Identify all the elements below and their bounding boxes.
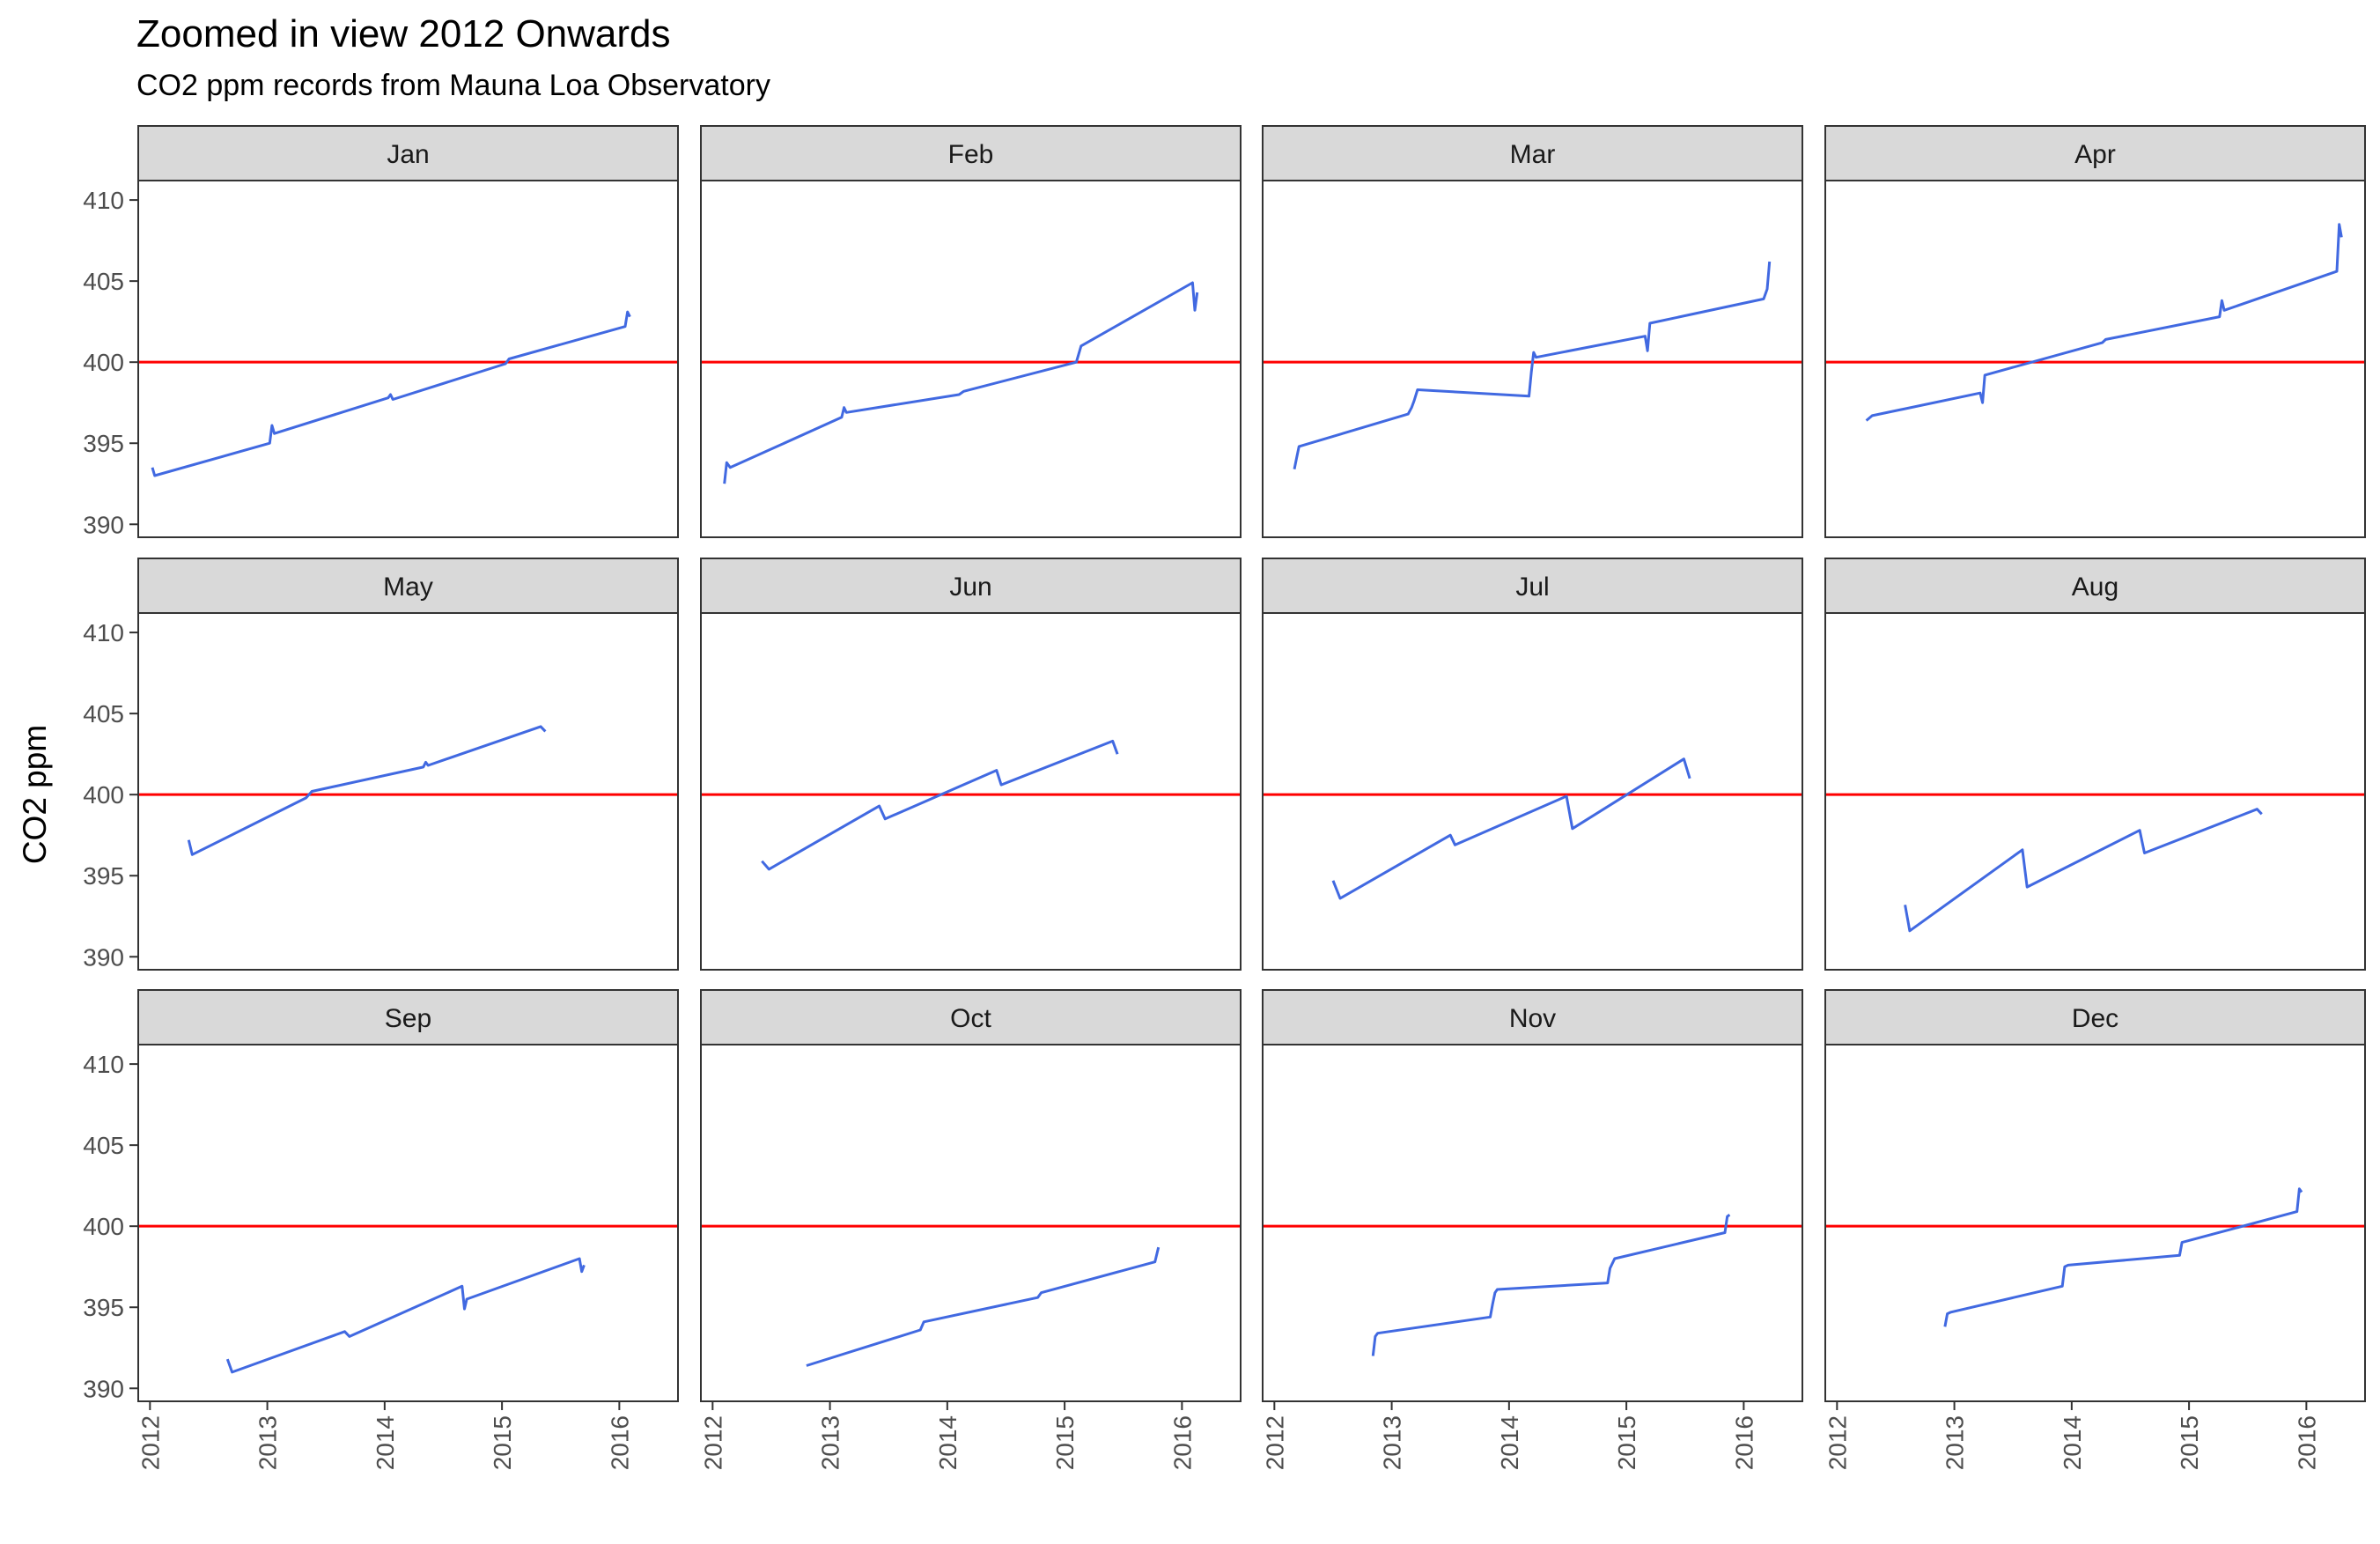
x-tick-label: 2013	[817, 1415, 844, 1470]
x-tick-label: 2016	[2293, 1415, 2320, 1470]
series-line-sep	[225, 1257, 586, 1374]
x-tick-label: 2012	[136, 1415, 164, 1470]
facet-panel-jul	[1263, 613, 1802, 970]
facet-label-aug: Aug	[2072, 573, 2118, 602]
x-tick-label: 2015	[1051, 1415, 1079, 1470]
facet-panel-may	[138, 613, 678, 970]
facet-strip-nov	[1262, 989, 1803, 1045]
x-tick-label: 2014	[934, 1415, 962, 1470]
x-tick-label: 2015	[489, 1415, 516, 1470]
facet-label-dec: Dec	[2072, 1004, 2118, 1033]
series-line-mar	[1293, 261, 1772, 469]
facet-border-aug	[1824, 612, 2366, 971]
facet-label-may: May	[383, 573, 433, 602]
facet-strip-oct	[700, 989, 1242, 1045]
chart-title: Zoomed in view 2012 Onwards	[136, 12, 671, 55]
facet-panel-feb	[701, 181, 1241, 537]
y-tick-label: 395	[83, 430, 124, 457]
facet-panel-oct	[701, 1045, 1241, 1401]
x-tick-label: 2013	[1942, 1415, 1969, 1470]
series-line-jun	[761, 739, 1119, 871]
facet-label-mar: Mar	[1510, 140, 1556, 169]
facet-panel-nov	[1263, 1045, 1802, 1401]
series-line-dec	[1943, 1187, 2303, 1327]
facet-panel-sep	[138, 1045, 678, 1401]
series-line-oct	[806, 1246, 1161, 1367]
x-tick-label: 2015	[2176, 1415, 2203, 1470]
facet-panel-aug	[1825, 613, 2365, 970]
series-line-may	[187, 725, 547, 856]
series-line-apr	[1865, 223, 2343, 422]
facet-label-oct: Oct	[950, 1004, 991, 1033]
chart-subtitle: CO2 ppm records from Mauna Loa Observato…	[136, 69, 770, 102]
x-tick-label: 2012	[699, 1415, 726, 1470]
y-tick-label: 400	[83, 1213, 124, 1240]
series-line-jul	[1331, 757, 1691, 900]
facet-strip-jun	[700, 558, 1242, 614]
x-tick-label: 2014	[1496, 1415, 1523, 1470]
y-tick-label: 395	[83, 1294, 124, 1321]
facet-border-may	[137, 612, 679, 971]
y-tick-label: 405	[83, 268, 124, 295]
facet-label-jun: Jun	[949, 573, 991, 602]
facet-border-jan	[137, 180, 679, 538]
x-tick-label: 2013	[1379, 1415, 1406, 1470]
y-tick-label: 405	[83, 700, 124, 728]
y-tick-label: 410	[83, 1051, 124, 1078]
x-tick-label: 2016	[606, 1415, 633, 1470]
series-line-nov	[1371, 1214, 1731, 1356]
x-tick-label: 2014	[372, 1415, 399, 1470]
x-tick-label: 2016	[1730, 1415, 1757, 1470]
y-tick-label: 405	[83, 1132, 124, 1159]
facet-panel-apr	[1825, 181, 2365, 537]
facet-label-apr: Apr	[2074, 140, 2116, 169]
facet-border-mar	[1262, 180, 1803, 538]
y-tick-label: 400	[83, 781, 124, 809]
facet-border-apr	[1824, 180, 2366, 538]
facet-border-feb	[700, 180, 1242, 538]
facet-border-sep	[137, 1044, 679, 1402]
facet-label-nov: Nov	[1509, 1004, 1556, 1033]
x-tick-label: 2012	[1824, 1415, 1851, 1470]
x-tick-label: 2016	[1168, 1415, 1196, 1470]
facet-label-sep: Sep	[385, 1004, 431, 1033]
y-tick-label: 390	[83, 1375, 124, 1402]
facet-border-jun	[700, 612, 1242, 971]
facet-border-nov	[1262, 1044, 1803, 1402]
y-tick-label: 410	[83, 619, 124, 646]
y-tick-label: 390	[83, 511, 124, 538]
x-tick-label: 2015	[1613, 1415, 1640, 1470]
y-tick-label: 390	[83, 943, 124, 971]
y-tick-label: 410	[83, 187, 124, 214]
x-tick-label: 2012	[1261, 1415, 1288, 1470]
x-tick-label: 2014	[2059, 1415, 2086, 1470]
x-tick-label: 2013	[254, 1415, 282, 1470]
facet-strip-apr	[1824, 125, 2366, 181]
facet-panel-jan	[138, 181, 678, 537]
facet-label-feb: Feb	[948, 140, 994, 169]
facet-label-jul: Jul	[1515, 573, 1549, 602]
facet-strip-dec	[1824, 989, 2366, 1045]
facet-strip-jul	[1262, 558, 1803, 614]
series-line-jan	[151, 310, 631, 477]
facet-panel-jun	[701, 613, 1241, 970]
facet-border-oct	[700, 1044, 1242, 1402]
facet-panel-dec	[1825, 1045, 2365, 1401]
series-line-aug	[1904, 808, 2263, 933]
facet-border-jul	[1262, 612, 1803, 971]
facet-border-dec	[1824, 1044, 2366, 1402]
series-line-feb	[723, 281, 1199, 484]
facet-label-jan: Jan	[387, 140, 429, 169]
y-tick-label: 400	[83, 349, 124, 376]
facet-strip-may	[137, 558, 679, 614]
y-tick-label: 395	[83, 862, 124, 890]
